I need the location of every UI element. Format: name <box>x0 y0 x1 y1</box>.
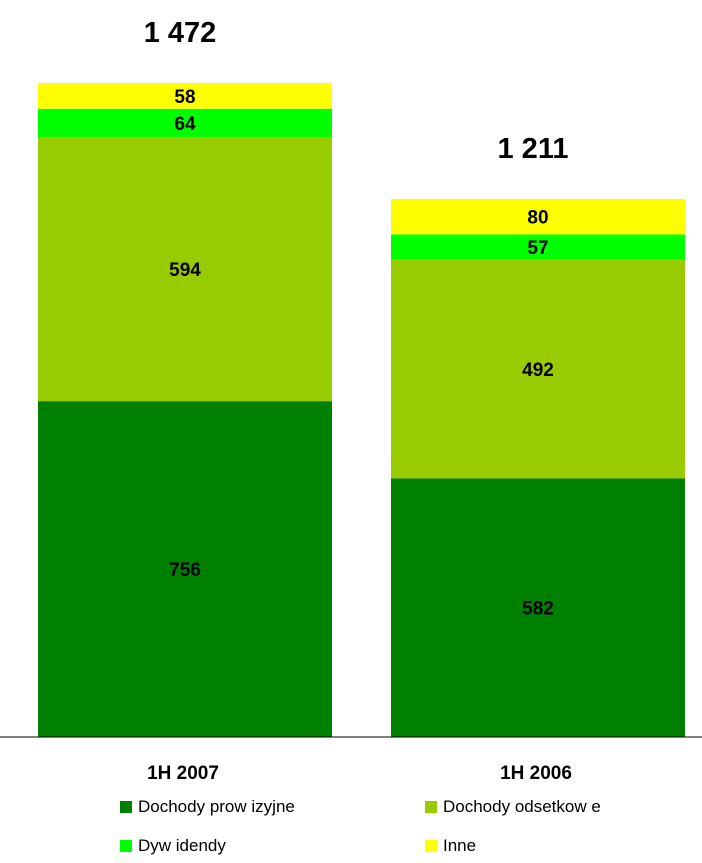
category-label: 1H 2007 <box>147 763 219 784</box>
bar-segment <box>391 234 685 260</box>
data-label: 80 <box>527 208 548 229</box>
total-label: 1 472 <box>144 17 217 49</box>
data-label: 58 <box>174 87 195 108</box>
bar-segment <box>391 478 685 737</box>
data-label: 57 <box>527 238 548 259</box>
category-labels-group: 1H 2007 1H 2006 <box>147 763 572 784</box>
bar-segment <box>38 83 332 109</box>
bars-group <box>38 83 685 737</box>
bar-segment <box>391 259 685 479</box>
bar-segment <box>38 108 332 138</box>
total-label: 1 211 <box>498 133 569 165</box>
data-label: 594 <box>169 260 201 281</box>
bar-segment <box>391 198 685 235</box>
data-label: 582 <box>522 599 554 620</box>
bar-segment <box>38 137 332 402</box>
data-label: 492 <box>522 360 554 381</box>
data-labels-group: 756 594 64 58 1 472 582 492 57 80 1 211 <box>144 17 569 620</box>
data-label: 756 <box>169 560 201 581</box>
category-label: 1H 2006 <box>500 763 572 784</box>
data-label: 64 <box>174 114 196 135</box>
bar-segment <box>38 401 332 737</box>
